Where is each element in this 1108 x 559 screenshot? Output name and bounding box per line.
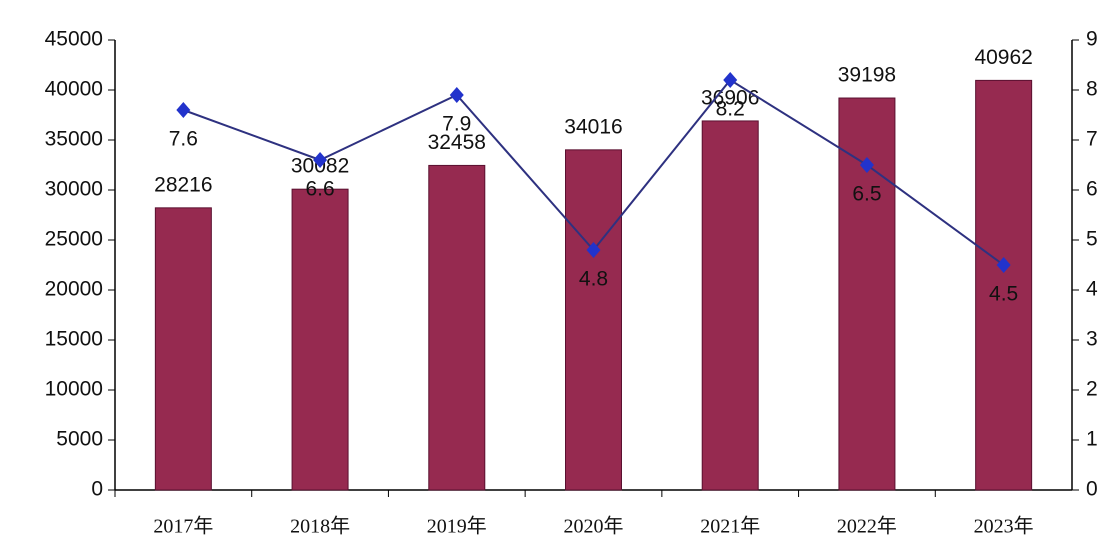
y2-tick-label: 9 — [1086, 28, 1098, 51]
y-tick-label: 25000 — [45, 228, 103, 251]
bar — [428, 164, 486, 491]
x-tick-label: 2022年 — [837, 515, 897, 538]
y-tick-label: 0 — [91, 478, 103, 501]
bar — [154, 207, 212, 491]
y-tick-label: 20000 — [45, 278, 103, 301]
bar-value-label: 34016 — [564, 115, 622, 138]
y2-tick-label: 0 — [1086, 478, 1098, 501]
y2-tick-label: 5 — [1086, 228, 1098, 251]
y2-tick-label: 1 — [1086, 428, 1098, 451]
x-tick-label: 2020年 — [564, 515, 624, 538]
x-tick-label: 2018年 — [290, 515, 350, 538]
bar-value-label: 32458 — [428, 131, 486, 154]
y2-tick-label: 3 — [1086, 328, 1098, 351]
line-marker — [996, 257, 1011, 273]
bar — [291, 188, 349, 491]
y-tick-label: 35000 — [45, 128, 103, 151]
line-value-label: 4.5 — [989, 283, 1018, 306]
line-marker — [449, 87, 464, 103]
bar — [565, 149, 622, 491]
bar — [975, 79, 1033, 491]
line-value-label: 6.5 — [852, 183, 881, 206]
bar-value-label: 36906 — [701, 86, 759, 109]
y2-tick-label: 2 — [1086, 378, 1098, 401]
y2-tick-label: 8 — [1086, 78, 1098, 101]
x-tick-label: 2023年 — [974, 515, 1034, 538]
line-value-label: 7.9 — [442, 113, 471, 136]
x-tick-label: 2019年 — [427, 515, 487, 538]
y-tick-label: 45000 — [45, 28, 103, 51]
bar — [838, 97, 896, 491]
line-marker — [586, 242, 601, 258]
line-value-label: 6.6 — [305, 178, 334, 201]
x-tick-label: 2017年 — [153, 515, 213, 538]
line-marker — [176, 102, 191, 118]
line-value-label: 8.2 — [716, 98, 745, 121]
bar-value-label: 40962 — [974, 46, 1032, 69]
bar — [701, 120, 759, 491]
y-tick-label: 40000 — [45, 78, 103, 101]
bar-value-label: 39198 — [838, 64, 896, 87]
line-value-label: 4.8 — [579, 268, 608, 291]
y2-tick-label: 7 — [1086, 128, 1098, 151]
y2-tick-label: 6 — [1086, 178, 1098, 201]
y-tick-label: 10000 — [45, 378, 103, 401]
line-marker — [313, 152, 328, 168]
line-marker — [723, 72, 738, 88]
line-value-label: 7.6 — [169, 128, 198, 151]
y-tick-label: 15000 — [45, 328, 103, 351]
y-tick-label: 30000 — [45, 178, 103, 201]
line-marker — [859, 157, 874, 173]
x-tick-label: 2021年 — [700, 515, 760, 538]
y2-tick-label: 4 — [1086, 278, 1098, 301]
y-tick-label: 5000 — [56, 428, 103, 451]
bar-value-label: 28216 — [154, 173, 212, 196]
